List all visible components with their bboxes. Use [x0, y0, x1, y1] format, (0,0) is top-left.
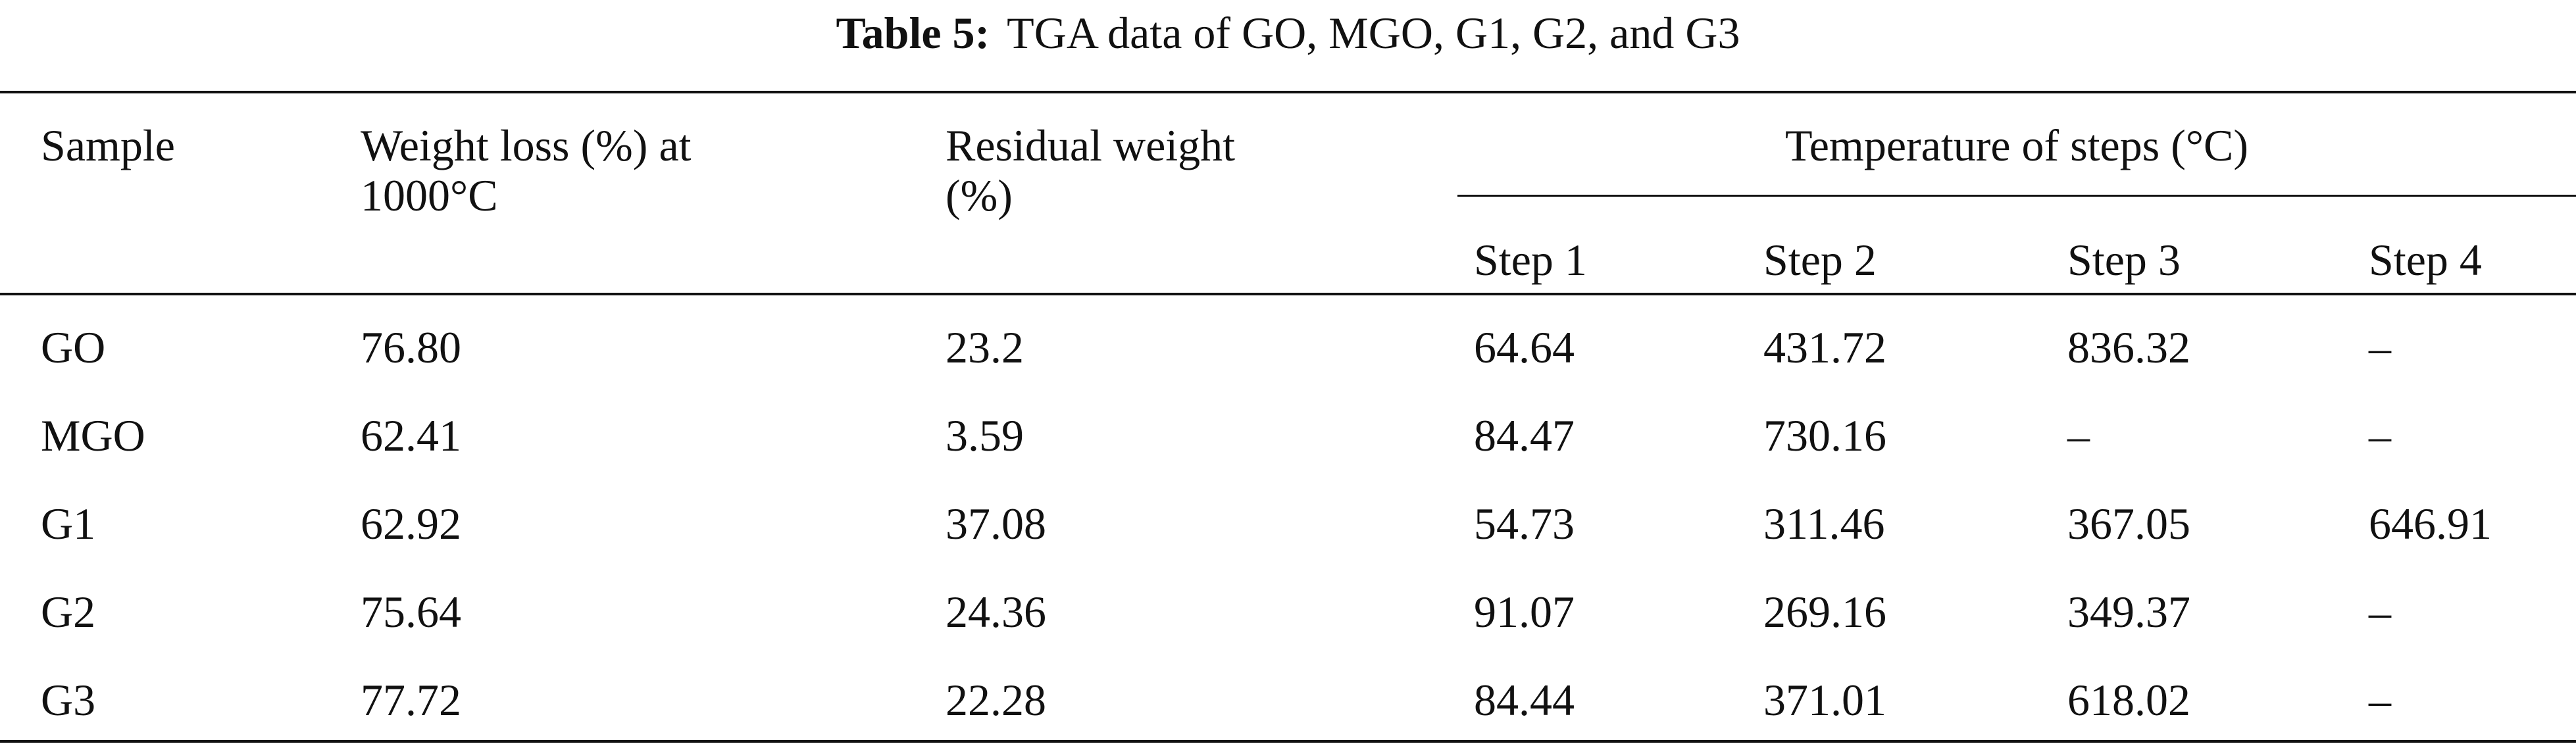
table-cell-step-2: 371.01: [1763, 675, 1886, 725]
table-cell-step-3: –: [2067, 410, 2090, 460]
table-cell-weight-loss: 62.92: [361, 499, 461, 549]
column-header-step-4: Step 4: [2369, 235, 2482, 285]
table-cell-step-1: 84.44: [1474, 675, 1575, 725]
residual-header-line1: Residual weight: [946, 120, 1236, 170]
table-cell-weight-loss: 76.80: [361, 322, 461, 372]
column-header-temperature: Temperature of steps (°C): [1784, 120, 2249, 170]
table-cell-step-3: 367.05: [2067, 499, 2190, 549]
column-header-step-1: Step 1: [1474, 235, 1587, 285]
table-cell-step-4: –: [2369, 410, 2391, 460]
table-cell-sample: G3: [41, 675, 96, 725]
table-cell-step-2: 431.72: [1763, 322, 1886, 372]
header-rule: [0, 293, 2576, 295]
temperature-span-rule: [1457, 195, 2576, 197]
bottom-rule: [0, 740, 2576, 743]
table-cell-weight-loss: 75.64: [361, 587, 461, 637]
table-cell-residual: 3.59: [946, 410, 1024, 460]
table-caption: Table 5: TGA data of GO, MGO, G1, G2, and…: [0, 0, 2576, 66]
table-cell-residual: 22.28: [946, 675, 1046, 725]
table-cell-step-4: 646.91: [2369, 499, 2492, 549]
table-cell-step-3: 349.37: [2067, 587, 2190, 637]
table-cell-residual: 24.36: [946, 587, 1046, 637]
table-cell-sample: MGO: [41, 410, 145, 460]
column-header-step-3: Step 3: [2067, 235, 2181, 285]
table-cell-step-1: 91.07: [1474, 587, 1575, 637]
caption-label: Table 5:: [836, 8, 990, 58]
table-cell-sample: GO: [41, 322, 106, 372]
column-header-weight-loss: Weight loss (%) at 1000°C: [361, 120, 692, 220]
table-cell-step-1: 54.73: [1474, 499, 1575, 549]
top-rule: [0, 91, 2576, 93]
table-cell-step-4: –: [2369, 322, 2391, 372]
table-cell-step-4: –: [2369, 675, 2391, 725]
weight-loss-header-line2: 1000°C: [361, 170, 498, 220]
column-header-sample: Sample: [41, 120, 175, 170]
table-cell-step-3: 618.02: [2067, 675, 2190, 725]
table-cell-residual: 23.2: [946, 322, 1024, 372]
caption-text: TGA data of GO, MGO, G1, G2, and G3: [1007, 8, 1740, 58]
table-cell-step-2: 730.16: [1763, 410, 1886, 460]
table-cell-step-4: –: [2369, 587, 2391, 637]
table-cell-step-3: 836.32: [2067, 322, 2190, 372]
column-header-step-2: Step 2: [1763, 235, 1877, 285]
weight-loss-header-line1: Weight loss (%) at: [361, 120, 692, 170]
table-cell-sample: G1: [41, 499, 96, 549]
column-header-residual-weight: Residual weight (%): [946, 120, 1235, 220]
residual-header-line2: (%): [946, 170, 1013, 220]
table-cell-step-1: 84.47: [1474, 410, 1575, 460]
table-cell-step-1: 64.64: [1474, 322, 1575, 372]
table-cell-step-2: 269.16: [1763, 587, 1886, 637]
table-cell-weight-loss: 62.41: [361, 410, 461, 460]
table-cell-step-2: 311.46: [1763, 499, 1885, 549]
table-cell-weight-loss: 77.72: [361, 675, 461, 725]
table-cell-residual: 37.08: [946, 499, 1046, 549]
table-cell-sample: G2: [41, 587, 96, 637]
